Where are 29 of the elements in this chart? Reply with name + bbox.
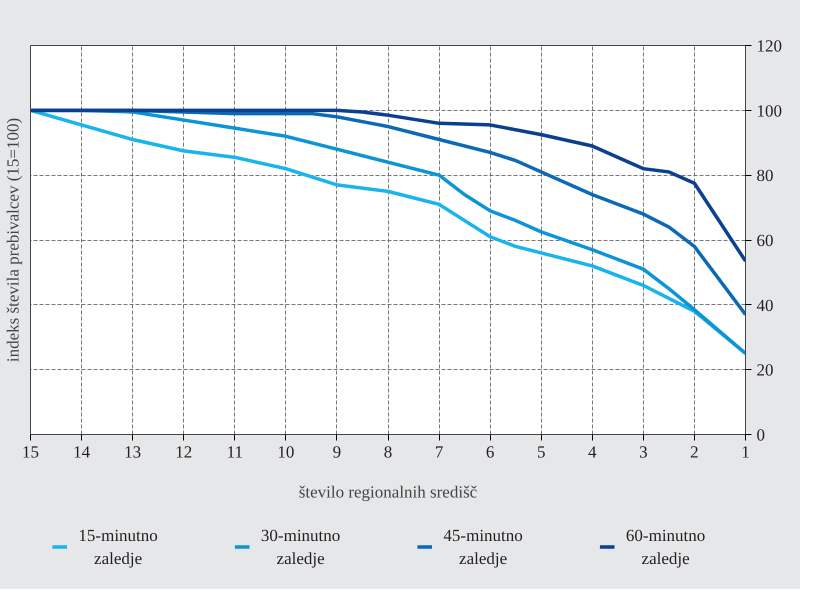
x-tick-label: 13 xyxy=(124,442,142,462)
x-tick-label: 7 xyxy=(434,442,444,462)
x-tick-label: 9 xyxy=(332,442,342,462)
x-tick-label: 12 xyxy=(175,442,192,462)
legend-label: 45-minutno zaledje xyxy=(443,526,523,568)
y-tick-label: 60 xyxy=(756,231,774,250)
y-axis-title: indeks števila prebivalcev (15=100) xyxy=(4,118,22,362)
y-tick-label: 100 xyxy=(756,101,782,120)
x-tick-label: 1 xyxy=(741,442,750,462)
line-series xyxy=(30,108,746,263)
x-tick-label: 8 xyxy=(384,442,392,462)
x-tick-label: 15 xyxy=(22,442,39,462)
x-tick-label: 6 xyxy=(486,442,494,462)
legend-label: 60-minutno zaledje xyxy=(626,526,706,568)
x-axis-title: število regionalnih središč xyxy=(298,482,478,502)
x-tick-label: 5 xyxy=(536,442,546,462)
x-tick-label: 10 xyxy=(277,442,294,462)
y-tick-label: 20 xyxy=(756,360,774,380)
y-tick-label: 0 xyxy=(756,426,765,444)
x-tick-label: 2 xyxy=(690,442,699,462)
legend-label: 30-minutno zaledje xyxy=(260,526,340,568)
legend-label: 15-minutno zaledje xyxy=(78,526,158,568)
y-tick-label: 80 xyxy=(756,166,774,186)
x-tick-label: 3 xyxy=(639,442,648,462)
x-tick-label: 11 xyxy=(226,442,243,462)
y-tick-label: 120 xyxy=(756,36,782,56)
x-tick-label: 14 xyxy=(73,442,91,462)
y-tick-label: 40 xyxy=(756,296,774,315)
x-tick-label: 4 xyxy=(588,442,598,462)
